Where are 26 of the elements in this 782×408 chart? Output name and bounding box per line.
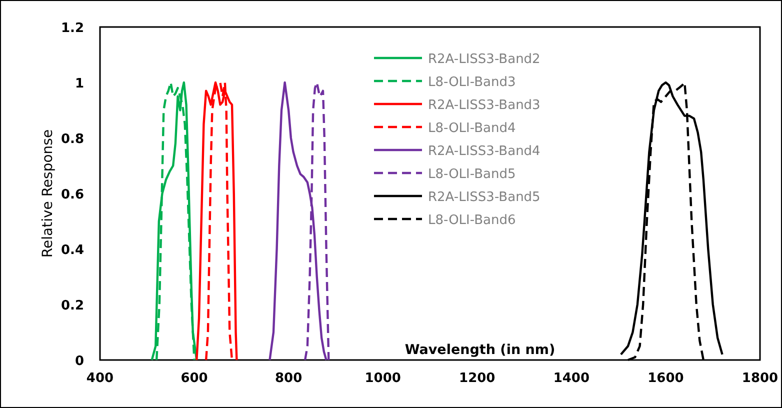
y-tick-label: 0 [74,354,84,369]
legend-label: L8-OLI-Band4 [428,121,516,136]
x-tick-label: 1600 [648,371,684,386]
legend-label: L8-OLI-Band5 [428,167,516,182]
x-tick-label: 1400 [553,371,590,386]
x-tick-label: 1200 [459,371,496,386]
x-tick-label: 800 [275,371,302,386]
legend-label: L8-OLI-Band3 [428,75,516,90]
legend-label: R2A-LISS3-Band4 [428,144,540,159]
y-tick-label: 1 [74,76,84,92]
legend-label: R2A-LISS3-Band2 [428,52,540,67]
y-axis-title: Relative Response [40,129,56,258]
x-tick-label: 400 [86,371,114,386]
legend-label: R2A-LISS3-Band5 [428,190,540,205]
x-axis-title: Wavelength (in nm) [404,342,556,358]
x-tick-label: 1000 [364,371,401,386]
line-series [196,81,238,362]
y-tick-label: 0.4 [60,243,84,258]
y-tick-label: 0.6 [60,188,84,202]
y-tick-label: 0.2 [60,298,84,314]
y-tick-label: 1.2 [60,21,84,36]
legend-label: R2A-LISS3-Band3 [428,98,540,113]
legend-label: L8-OLI-Band6 [428,213,516,228]
y-tick-label: 0.8 [60,132,84,147]
x-tick-label: 1800 [742,371,778,386]
x-tick-label: 600 [180,371,208,386]
